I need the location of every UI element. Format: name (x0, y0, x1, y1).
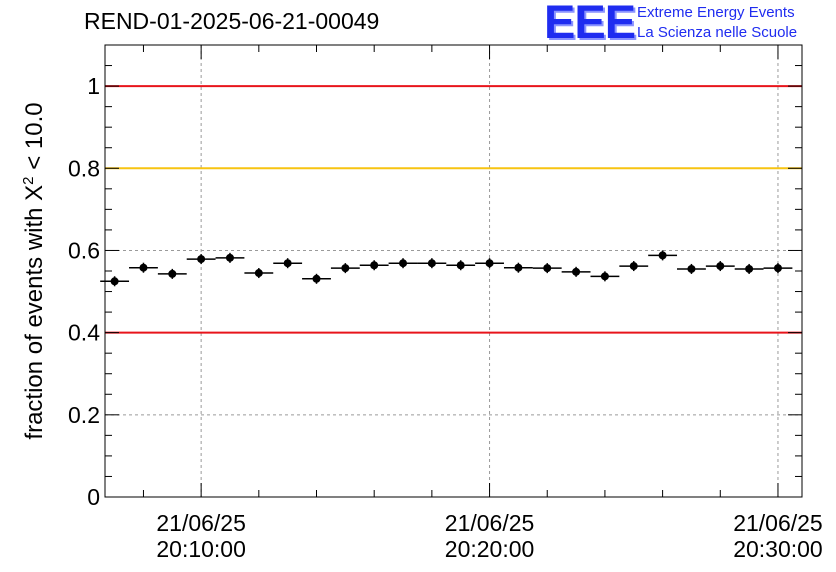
y-axis-label-symbol: X (21, 185, 48, 201)
x-tick-label-date: 21/06/25 (445, 510, 535, 536)
chart-title: REND-01-2025-06-21-00049 (84, 8, 380, 34)
data-point (446, 260, 476, 271)
data-marker (456, 261, 465, 270)
data-marker (745, 264, 754, 273)
data-marker (225, 253, 234, 262)
y-axis-label: fraction of events with X2 < 10.0 (20, 102, 48, 439)
plot-frame (104, 44, 803, 498)
data-marker (773, 264, 782, 273)
logo-line-1: Extreme Energy Events (637, 4, 795, 21)
data-marker (629, 262, 638, 271)
y-axis-label-suffix: < 10.0 (21, 102, 48, 176)
data-point (677, 263, 706, 274)
y-tick-label: 0.2 (68, 402, 100, 428)
data-point (359, 260, 389, 271)
data-point (330, 263, 360, 274)
data-point (302, 273, 331, 284)
data-marker (312, 274, 321, 283)
data-point (705, 261, 735, 272)
x-tick-labels: 21/06/2520:10:0021/06/2520:20:0021/06/25… (156, 510, 822, 562)
data-marker (168, 269, 177, 278)
data-marker (485, 259, 494, 268)
data-marker (427, 259, 436, 268)
data-point (503, 262, 533, 273)
y-tick-label: 0.4 (68, 320, 100, 346)
data-marker (197, 255, 206, 264)
data-marker (687, 264, 696, 273)
x-tick-label-date: 21/06/25 (156, 510, 246, 536)
y-tick-label: 0 (87, 484, 100, 510)
x-tick-label-date: 21/06/25 (733, 510, 823, 536)
data-point (590, 271, 620, 282)
data-marker (572, 267, 581, 276)
data-point (648, 250, 678, 261)
y-axis-label-sup: 2 (20, 176, 37, 184)
data-marker (110, 277, 119, 286)
data-marker (716, 262, 725, 271)
data-marker (514, 263, 523, 272)
data-marker (283, 259, 292, 268)
data-point (273, 258, 303, 269)
data-marker (341, 264, 350, 273)
data-point (157, 268, 187, 279)
data-marker (658, 251, 667, 260)
reference-lines (105, 85, 802, 334)
data-point (215, 252, 245, 263)
x-tick-label-time: 20:20:00 (445, 536, 535, 562)
data-marker (370, 261, 379, 270)
data-point (186, 254, 216, 265)
y-axis-label-prefix: fraction of events with (21, 201, 48, 440)
data-point (388, 258, 418, 269)
data-point (619, 261, 649, 272)
data-marker (399, 259, 408, 268)
eee-logo: EEE Extreme Energy Events La Scienza nel… (544, 0, 834, 48)
data-point (763, 263, 793, 274)
data-point (417, 258, 447, 269)
data-marker (600, 272, 609, 281)
data-point (532, 263, 562, 274)
x-tick-label-time: 20:10:00 (156, 536, 246, 562)
data-marker (139, 263, 148, 272)
y-tick-label: 0.6 (68, 237, 100, 263)
data-marker (543, 264, 552, 273)
data-point (475, 258, 504, 269)
data-point (129, 262, 158, 273)
logo-mark: EEE (544, 0, 636, 48)
y-tick-labels: 0 0.2 0.4 0.6 0.8 1 (68, 73, 100, 510)
axis-ticks (105, 44, 802, 498)
y-tick-label: 1 (87, 73, 100, 99)
data-point (734, 263, 764, 274)
data-marker (254, 269, 263, 278)
logo-line-2: La Scienza nelle Scuole (637, 24, 798, 41)
grid-lines (105, 45, 802, 497)
y-tick-label: 0.8 (68, 155, 100, 181)
data-point (561, 266, 591, 277)
x-tick-label-time: 20:30:00 (733, 536, 823, 562)
data-points (100, 250, 793, 287)
data-point (244, 268, 274, 279)
